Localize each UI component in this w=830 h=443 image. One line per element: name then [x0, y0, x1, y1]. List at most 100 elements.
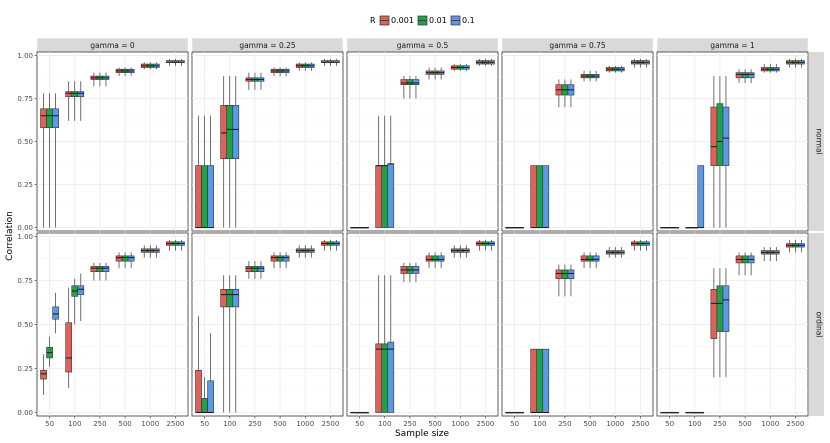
- box-iqr: [387, 341, 395, 413]
- box-0.1: [333, 240, 340, 251]
- box-0.001: [505, 227, 512, 229]
- x-tick-label: 100: [533, 420, 546, 428]
- box-iqr: [257, 266, 265, 273]
- box-iqr: [232, 289, 240, 308]
- box-0.1: [643, 240, 650, 251]
- legend-title: R: [370, 16, 376, 25]
- box-iqr: [195, 369, 202, 413]
- legend-label: 0.1: [462, 16, 475, 25]
- box-iqr: [555, 269, 563, 280]
- x-tick-label: 2500: [787, 420, 805, 428]
- box-iqr: [65, 322, 73, 373]
- box-0.1: [257, 261, 265, 279]
- box-iqr: [226, 105, 234, 160]
- box-0.01: [586, 70, 594, 82]
- x-tick-label: 250: [713, 420, 726, 428]
- box-0.1: [102, 72, 110, 87]
- box-0.001: [40, 354, 47, 395]
- x-tick-label: 250: [93, 420, 106, 428]
- x-tick-label: 1000: [141, 420, 159, 428]
- box-0.01: [356, 411, 363, 414]
- y-tick-label: 0.00: [17, 409, 33, 417]
- x-tick-label: 50: [510, 420, 519, 428]
- x-tick-label: 1000: [451, 420, 469, 428]
- box-iqr: [412, 79, 420, 86]
- box-0.01: [766, 247, 774, 262]
- box-iqr: [592, 255, 600, 262]
- box-0.01: [666, 227, 673, 229]
- box-0.1: [362, 227, 369, 229]
- x-tick-label: 100: [378, 420, 391, 428]
- y-tick-label: 0.75: [17, 95, 33, 103]
- box-iqr: [52, 306, 59, 320]
- box-iqr: [697, 165, 705, 228]
- box-iqr: [530, 348, 538, 413]
- box-0.1: [412, 262, 420, 283]
- box-0.1: [567, 79, 575, 108]
- box-0.1: [437, 252, 445, 269]
- x-tick-label: 2500: [322, 420, 340, 428]
- box-0.01: [356, 227, 363, 229]
- box-iqr: [747, 72, 755, 79]
- y-axis-title: Correlation: [5, 211, 15, 261]
- y-tick-label: 0.50: [17, 321, 33, 329]
- box-0.1: [488, 58, 495, 66]
- box-iqr: [580, 255, 588, 262]
- box-0.001: [735, 252, 743, 276]
- box-iqr: [40, 369, 47, 380]
- legend-label: 0.001: [391, 16, 414, 25]
- box-iqr: [387, 163, 395, 228]
- box-iqr: [536, 348, 544, 413]
- box-0.1: [307, 245, 315, 258]
- box-0.01: [511, 411, 518, 414]
- box-0.001: [425, 252, 433, 269]
- box-iqr: [716, 285, 724, 332]
- box-iqr: [710, 106, 718, 166]
- box-0.1: [617, 247, 625, 258]
- box-0.1: [697, 411, 705, 414]
- x-tick-label: 500: [738, 420, 751, 428]
- box-0.1: [798, 240, 805, 253]
- x-tick-label: 100: [223, 420, 236, 428]
- y-tick-label: 1.00: [17, 233, 33, 241]
- x-tick-label: 500: [428, 420, 441, 428]
- box-0.1: [462, 245, 470, 258]
- box-0.1: [207, 333, 214, 414]
- x-tick-label: 250: [248, 420, 261, 428]
- x-tick-label: 500: [273, 420, 286, 428]
- column-strip-label: gamma = 0: [90, 41, 135, 50]
- box-0.1: [178, 240, 185, 251]
- box-iqr: [207, 165, 214, 228]
- box-iqr: [586, 255, 594, 262]
- box-0.01: [666, 411, 673, 414]
- y-tick-label: 0.00: [17, 224, 33, 232]
- box-0.001: [115, 252, 123, 269]
- x-tick-label: 50: [355, 420, 364, 428]
- box-0.1: [517, 227, 524, 229]
- box-iqr: [431, 255, 439, 262]
- box-iqr: [40, 108, 47, 129]
- box-0.001: [65, 81, 73, 121]
- box-0.01: [611, 247, 619, 258]
- box-iqr: [195, 165, 202, 228]
- box-iqr: [201, 165, 208, 228]
- row-strip-label: ordinal: [815, 312, 824, 338]
- box-iqr: [226, 289, 234, 308]
- panels: gamma = 0 gamma = 0.25 gamma = 0.5 gamma = …: [17, 37, 824, 428]
- y-tick-label: 0.25: [17, 365, 33, 373]
- x-tick-label: 250: [403, 420, 416, 428]
- box-0.1: [672, 411, 679, 414]
- x-tick-label: 500: [118, 420, 131, 428]
- box-0.01: [276, 67, 284, 77]
- box-0.01: [691, 227, 699, 229]
- box-0.001: [270, 252, 278, 269]
- column-strip-label: gamma = 1: [710, 41, 755, 50]
- box-0.1: [232, 76, 240, 228]
- box-iqr: [270, 255, 278, 262]
- y-tick-label: 0.75: [17, 277, 33, 285]
- box-iqr: [207, 380, 214, 413]
- box-0.001: [400, 76, 408, 99]
- box-iqr: [201, 398, 208, 413]
- box-iqr: [567, 269, 575, 280]
